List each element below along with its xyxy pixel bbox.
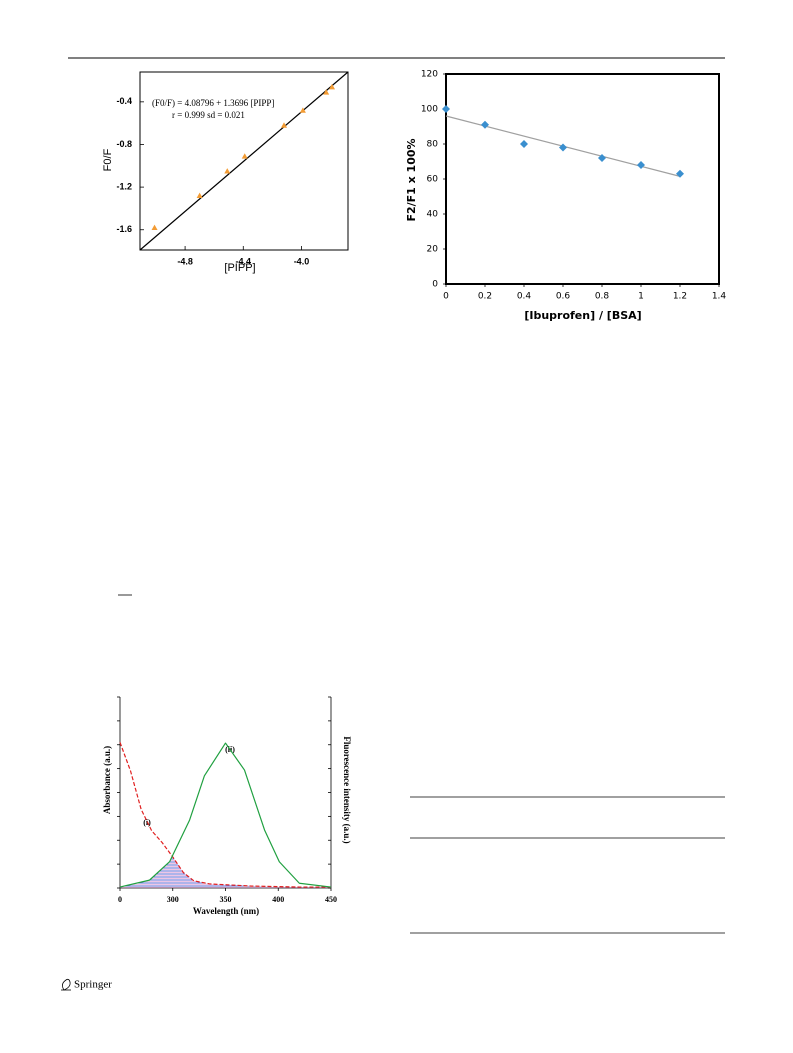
y-axis-label: Absorbance (a.u.) xyxy=(102,746,112,814)
x-tick-label: 450 xyxy=(325,895,337,904)
y-tick-label: 80 xyxy=(427,140,439,150)
y-axis-label: F0/F xyxy=(102,148,114,171)
plot-frame xyxy=(445,73,720,285)
y-tick-label: 60 xyxy=(427,175,439,185)
chart-pipp: -4.8 -4.4 -4.0 -1.6 -1.2 -0.8 -0.4 [PIPP] F0/F (F… xyxy=(102,71,349,274)
x-tick-label: -4.8 xyxy=(177,256,193,266)
data-point xyxy=(151,224,158,231)
y2-axis-label: Fluorescence intensity (a.u.) xyxy=(342,736,352,843)
data-point xyxy=(676,169,684,178)
x-tick-label: 0.2 xyxy=(478,292,492,302)
chart-ibuprofen: 0 0.2 0.4 0.6 0.8 1 1.2 1.4 0 20 40 60 80 100 120 [Ibup… xyxy=(405,70,726,323)
data-point xyxy=(520,140,528,148)
x-axis-label: [PIPP] xyxy=(224,262,255,274)
y-tick-label: -0.8 xyxy=(116,139,132,149)
data-point xyxy=(281,122,287,128)
data-point xyxy=(329,83,335,90)
x-tick-label: -4.0 xyxy=(294,256,310,266)
annotation: r = 0.999 sd = 0.021 xyxy=(172,110,245,120)
x-tick-label: 1.2 xyxy=(673,292,687,302)
x-tick-label: 400 xyxy=(272,895,284,904)
data-point xyxy=(442,105,450,113)
chart-spectra: 0 300 350 400 450 Wavelength (nm) Absorbance (… xyxy=(102,696,352,916)
y-tick-label: 0 xyxy=(432,280,438,290)
x-tick-label: 0 xyxy=(118,895,122,904)
y-tick-label: -0.4 xyxy=(116,96,132,106)
springer-logo xyxy=(61,978,71,991)
y-tick-label: 20 xyxy=(427,245,439,255)
x-tick-label: 0.6 xyxy=(556,292,571,302)
y-axis-label: F2/F1 x 100% xyxy=(405,138,418,221)
data-point xyxy=(241,153,248,159)
y-tick-label: -1.2 xyxy=(116,181,132,191)
x-tick-label: 1 xyxy=(638,292,644,302)
data-point xyxy=(224,168,231,174)
data-point xyxy=(196,192,203,199)
plot-frame xyxy=(139,71,349,251)
y-tick-label: 40 xyxy=(427,210,439,220)
fit-line xyxy=(139,71,349,251)
x-tick-label: 0 xyxy=(443,292,449,302)
x-tick-label: 1.4 xyxy=(712,292,727,302)
y-tick-label: 120 xyxy=(421,70,438,80)
x-tick-label: -4.4 xyxy=(236,256,252,266)
x-axis-label: [Ibuprofen] / [BSA] xyxy=(524,309,641,322)
publisher: Springer xyxy=(74,979,112,991)
x-tick-label: 350 xyxy=(220,895,232,904)
data-point xyxy=(598,154,606,162)
annotation: (F0/F) = 4.08796 + 1.3696 [PIPP] xyxy=(152,98,274,108)
data-point xyxy=(637,161,645,169)
series-line xyxy=(119,742,332,888)
data-point xyxy=(559,143,567,152)
x-axis-label: Wavelength (nm) xyxy=(193,906,259,916)
series-line xyxy=(119,742,331,888)
x-tick-label: 300 xyxy=(167,895,179,904)
data-point xyxy=(299,107,306,113)
overlap-shade xyxy=(120,856,331,888)
y-tick-label: 100 xyxy=(421,105,438,115)
data-point xyxy=(481,120,489,129)
x-tick-label: 0.4 xyxy=(517,292,532,302)
x-tick-label: 0.8 xyxy=(595,292,610,302)
data-point xyxy=(323,89,330,95)
y-tick-label: -1.6 xyxy=(116,224,132,234)
